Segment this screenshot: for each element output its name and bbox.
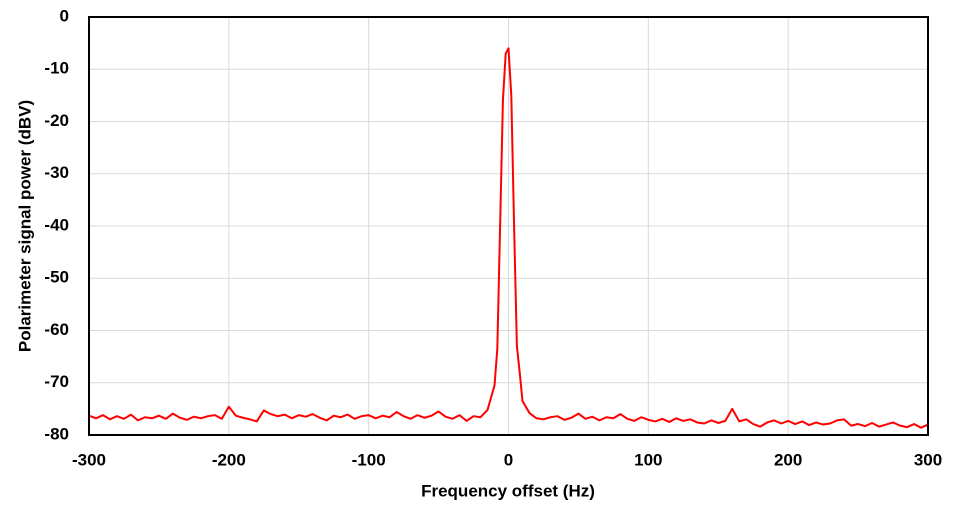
y-tick-label: -20 xyxy=(44,111,69,130)
x-tick-label: 200 xyxy=(774,450,802,469)
x-tick-label: 0 xyxy=(504,450,513,469)
x-tick-label: 300 xyxy=(914,450,942,469)
plot-frame xyxy=(88,16,929,436)
y-axis-label: Polarimeter signal power (dBV) xyxy=(15,100,34,352)
y-tick-label: -60 xyxy=(44,320,69,339)
y-tick-label: -50 xyxy=(44,268,69,287)
x-tick-label: -300 xyxy=(72,450,106,469)
y-tick-label: -80 xyxy=(44,424,69,443)
x-tick-label: 100 xyxy=(634,450,662,469)
y-tick-label: 0 xyxy=(60,6,69,25)
data-line xyxy=(88,47,929,429)
x-axis-label: Frequency offset (Hz) xyxy=(421,481,595,500)
y-tick-label: -40 xyxy=(44,215,69,234)
x-tick-label: -200 xyxy=(212,450,246,469)
y-tick-label: -10 xyxy=(44,59,69,78)
x-tick-label: -100 xyxy=(352,450,386,469)
y-tick-label: -70 xyxy=(44,372,69,391)
y-tick-label: -30 xyxy=(44,163,69,182)
